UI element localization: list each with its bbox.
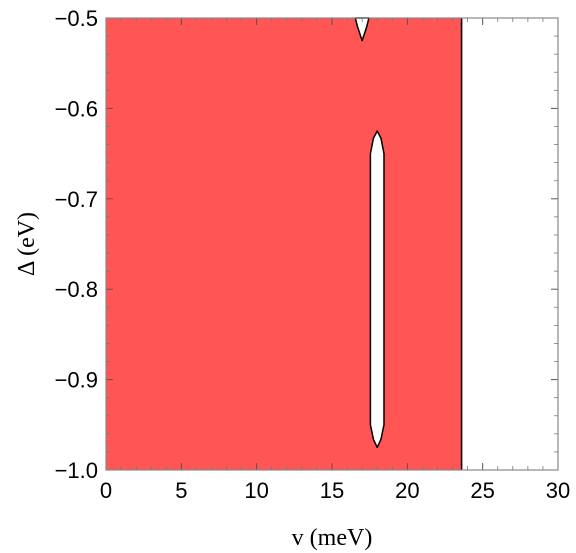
plot-frame [105,17,559,471]
x-tick-label: 5 [175,478,187,503]
x-tick-label: 30 [546,478,570,503]
ticks-layer [105,17,559,471]
y-tick-label: −1.0 [55,458,98,483]
x-axis-label: v (meV) [292,525,373,551]
y-tick-label: −0.5 [55,6,98,31]
region-holes-layer [354,17,385,449]
y-axis-label: Δ (eV) [14,212,40,276]
y-tick-label: −0.8 [55,277,98,302]
tick-labels-layer: 0 5 10 15 20 25 30 −0.5 −0.6 −0.7 −0.8 −0.9 −1.0 [55,6,571,503]
x-tick-label: 10 [244,478,268,503]
x-tick-label: 20 [395,478,419,503]
x-tick-label: 15 [320,478,344,503]
y-tick-label: −0.9 [55,368,98,393]
y-tick-label: −0.6 [55,96,98,121]
y-tick-label: −0.7 [55,187,98,212]
x-tick-label: 25 [470,478,494,503]
region-hole-vertical-slit [369,130,385,449]
filled-region [106,18,462,470]
region-fill-layer [106,18,463,470]
x-tick-label: 0 [100,478,112,503]
